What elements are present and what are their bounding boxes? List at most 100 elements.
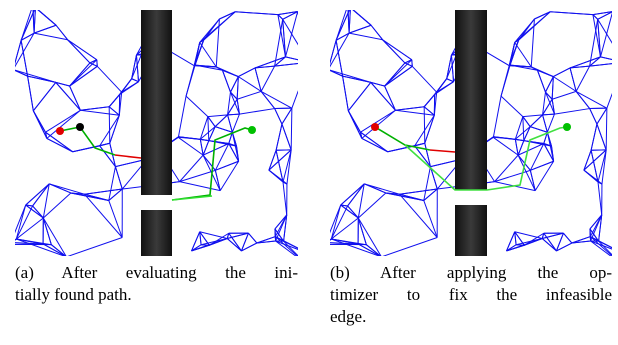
roadmap-edge [348, 5, 351, 7]
roadmap-edge [33, 82, 55, 110]
roadmap-edge [537, 70, 545, 92]
roadmap-edge [215, 115, 227, 127]
roadmap-edge [26, 205, 44, 218]
roadmap-edge [200, 12, 236, 43]
path-segment [60, 127, 115, 155]
roadmap-edge [282, 124, 291, 150]
caption-line: edge. [330, 306, 612, 328]
roadmap-edge [534, 12, 550, 19]
roadmap-edge [543, 114, 555, 115]
roadmap-edge [553, 68, 570, 77]
roadmap-edge [178, 137, 203, 155]
roadmap-edge [35, 7, 56, 25]
roadmap-edge [16, 239, 66, 257]
roadmap-edge [46, 132, 73, 152]
roadmap-edge [530, 127, 547, 133]
roadmap-edge [10, 242, 11, 244]
roadmap-edge [590, 109, 597, 124]
goal-node [563, 123, 571, 131]
caption-line: (a) After evaluating the ini- [15, 262, 298, 284]
roadmap-edge [554, 109, 589, 115]
roadmap-edge [71, 193, 109, 201]
roadmap-edge [215, 170, 220, 190]
roadmap-edge [237, 77, 238, 100]
roadmap-edge [530, 170, 535, 190]
roadmap-edge [28, 76, 34, 111]
roadmap-edge [362, 110, 396, 138]
roadmap-edge [447, 79, 454, 82]
roadmap-edge [47, 138, 73, 151]
roadmap-edge [70, 63, 90, 86]
roadmap-edge [115, 167, 122, 189]
roadmap-edge [222, 70, 230, 92]
roadmap-edge [358, 218, 366, 245]
roadmap-edge [66, 238, 122, 257]
roadmap-edge [613, 12, 618, 63]
roadmap-edge [515, 139, 518, 155]
roadmap-edge [261, 91, 275, 108]
roadmap-edge [219, 12, 235, 19]
roadmap-edge [509, 66, 531, 67]
roadmap-edge [412, 60, 413, 67]
roadmap-edge [523, 117, 530, 127]
roadmap-edge [547, 114, 554, 132]
roadmap-edge [348, 206, 359, 218]
roadmap-edge [386, 193, 424, 201]
roadmap-edge [381, 238, 437, 257]
roadmap-edge [215, 127, 232, 133]
roadmap-edge [364, 184, 386, 193]
roadmap-edge [395, 107, 424, 110]
roadmap-edge [68, 40, 90, 63]
roadmap-edge [228, 114, 240, 115]
roadmap-edge [110, 115, 120, 143]
roadmap-edge [186, 65, 195, 96]
roadmap-edge [208, 117, 215, 127]
roadmap-edge [362, 138, 388, 151]
roadmap-edge [600, 12, 612, 57]
roadmap-edge [16, 218, 43, 239]
roadmap-edge [366, 245, 381, 257]
roadmap-edge [208, 117, 209, 141]
roadmap-edge [550, 12, 593, 15]
roadmap-edge [56, 82, 81, 110]
roadmap-edge [331, 239, 381, 257]
roadmap-edge [132, 55, 137, 79]
roadmap-edge [348, 184, 365, 206]
roadmap-edge [283, 150, 291, 182]
roadmap-edge [70, 66, 98, 86]
roadmap-edge [178, 96, 186, 137]
caption-line: (b) After applying the op- [330, 262, 612, 284]
roadmap-edge [543, 115, 548, 132]
roadmap-edge [33, 206, 44, 218]
start-node [371, 123, 379, 131]
roadmap-edge [33, 111, 45, 132]
roadmap-edge [33, 5, 36, 7]
roadmap-edge [343, 76, 349, 111]
roadmap-edge [591, 124, 597, 150]
roadmap-edge [424, 107, 425, 143]
roadmap-edge [232, 114, 239, 132]
roadmap-edge [180, 182, 221, 191]
roadmap-edge [328, 40, 336, 69]
roadmap-edge [216, 67, 238, 77]
node [76, 123, 84, 131]
roadmap-edge [33, 184, 50, 206]
roadmap-edge [493, 96, 501, 137]
roadmap-edge [447, 55, 452, 79]
roadmap-edge [507, 239, 543, 251]
roadmap-edge [237, 91, 261, 99]
roadmap-edge [120, 82, 139, 95]
roadmap-edge [563, 233, 571, 243]
roadmap-edge [238, 68, 255, 77]
roadmap-edge [283, 19, 309, 62]
roadmap-edge [385, 66, 413, 86]
roadmap-edge [34, 25, 56, 33]
roadmap-edge [576, 91, 607, 108]
roadmap-edge [328, 70, 371, 83]
roadmap-edge [493, 137, 523, 141]
roadmap-edge [186, 96, 208, 116]
roadmap-edge [275, 109, 282, 124]
roadmap-edge [399, 194, 437, 237]
roadmap-edge [325, 239, 331, 244]
roadmap-edge [239, 109, 274, 115]
